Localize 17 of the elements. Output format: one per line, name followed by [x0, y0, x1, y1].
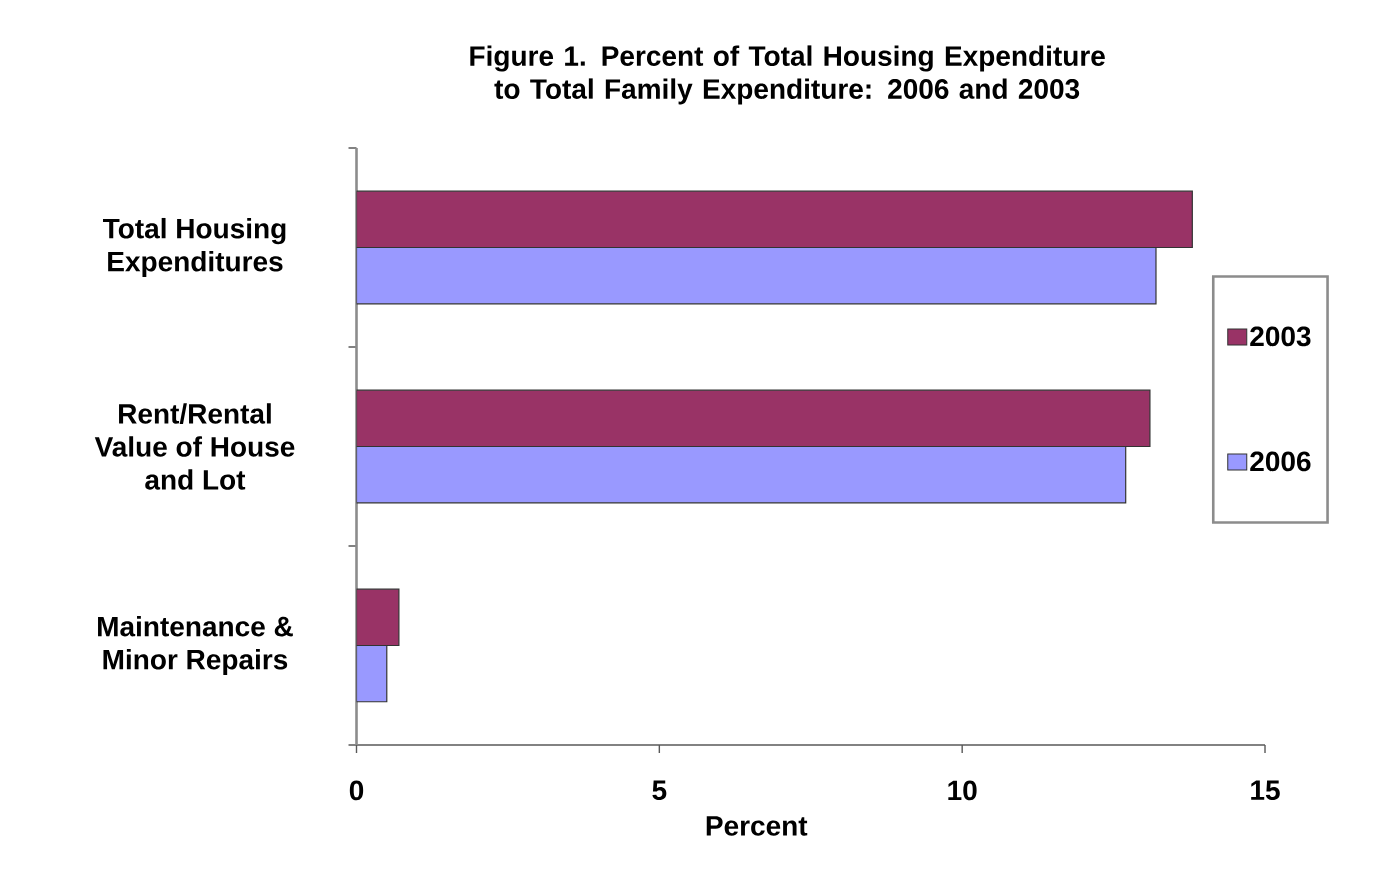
y-tick-label: Rent/Rental Value of House and Lot	[94, 403, 295, 490]
x-tick-label: 15	[1251, 780, 1280, 801]
x-tick-label: 5	[652, 780, 667, 801]
y-tick-label: Maintenance & Minor Repairs	[98, 615, 293, 676]
bar	[356, 445, 1127, 504]
x-tick-label: 10	[948, 780, 977, 801]
bar	[356, 246, 1157, 305]
bar	[356, 644, 388, 703]
bar	[356, 190, 1193, 249]
y-tick-label: Total Housing Expenditures	[103, 217, 286, 278]
bar	[356, 389, 1151, 448]
legend-label: 2006	[1250, 451, 1311, 472]
chart-title: Figure 1. Percent of Total Housing Expenditure to Total Family Expenditure: 2006 and 2003	[470, 45, 1105, 105]
bar	[356, 588, 400, 647]
x-axis-title: Percent	[706, 816, 808, 836]
x-tick-label: 0	[349, 780, 364, 801]
legend-label: 2003	[1250, 326, 1311, 347]
